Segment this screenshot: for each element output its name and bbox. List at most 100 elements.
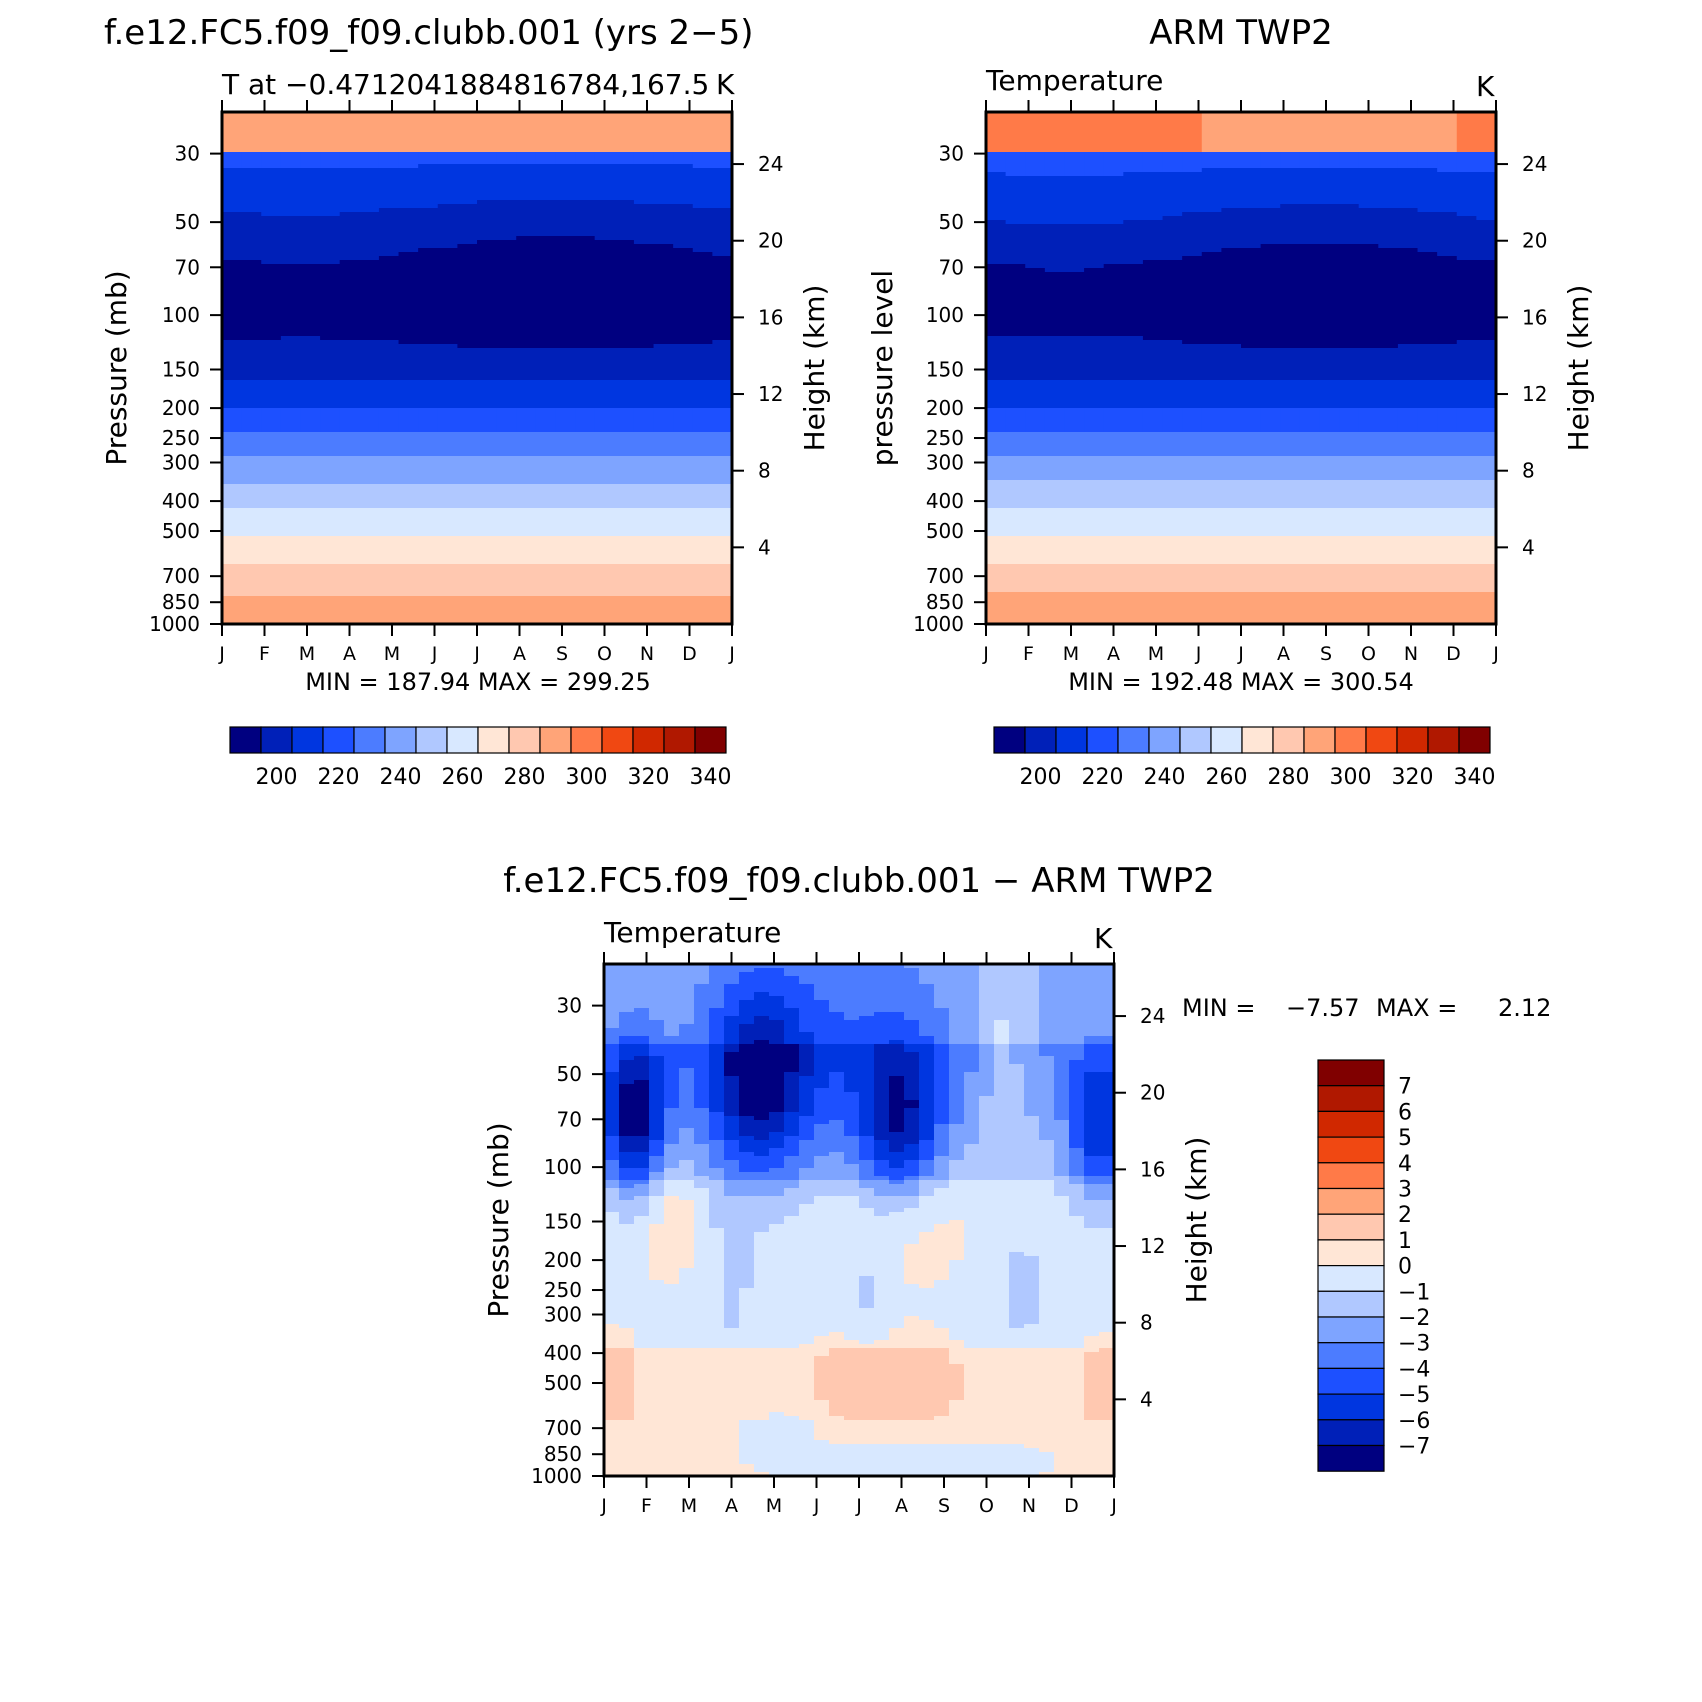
field-cell [437,168,458,173]
field-cell [633,392,655,397]
field-cell [496,360,517,365]
field-cell [712,504,732,509]
field-cell [1221,248,1242,253]
field-cell [300,544,321,549]
field-cell [633,416,655,421]
field-cell [320,232,341,237]
field-cell [359,540,380,545]
field-cell [359,296,380,301]
field-cell [359,480,380,485]
field-cell [457,172,478,177]
field-cell [1142,204,1164,209]
field-cell [241,620,262,624]
field-cell [261,572,282,577]
field-cell [241,180,262,185]
field-cell [1221,348,1242,353]
field-cell [1123,256,1144,261]
field-cell [280,248,302,253]
field-cell [398,360,419,365]
field-cell [614,244,635,249]
field-cell [496,160,517,165]
field-cell [222,320,243,325]
field-cell [1064,184,1085,189]
field-cell [1378,236,1399,241]
field-cell [516,492,537,497]
field-cell [614,424,635,429]
field-cell [378,288,400,293]
field-cell [378,580,400,585]
field-cell [261,408,282,413]
field-cell [300,384,321,389]
field-cell [633,580,655,585]
field-cell [1260,152,1281,157]
field-cell [653,560,674,565]
field-cell [477,296,498,301]
field-cell [320,112,341,117]
field-cell [594,248,615,253]
field-cell [673,292,694,297]
y2-tick-label: 12 [758,382,783,406]
field-cell [1221,312,1242,317]
field-cell [1103,212,1124,217]
field-cell [1005,116,1026,121]
field-cell [614,472,635,477]
field-cell [1476,180,1496,185]
field-cell [712,300,732,305]
field-cell [300,132,321,137]
field-cell [437,284,458,289]
field-cell [673,220,694,225]
field-cell [320,476,341,481]
field-cell [477,388,498,393]
field-cell [457,208,478,213]
field-cell [653,140,674,145]
field-cell [1280,276,1301,281]
field-cell [418,292,439,297]
field-cell [614,260,635,265]
field-cell [1142,332,1164,337]
field-cell [712,240,732,245]
field-cell [437,288,458,293]
field-cell [1339,324,1360,329]
field-cell [1397,316,1419,321]
field-cell [1142,264,1164,269]
field-cell [418,596,439,601]
field-cell [594,192,615,197]
field-cell [1417,132,1438,137]
field-cell [300,420,321,425]
field-cell [222,520,243,525]
field-cell [1142,208,1164,213]
field-cell [300,264,321,269]
field-cell [1280,308,1301,313]
field-cell [339,556,360,561]
field-cell [1241,140,1262,145]
field-cell [496,592,517,597]
field-cell [673,512,694,517]
field-cell [673,520,694,525]
field-cell [261,532,282,537]
field-cell [222,256,243,261]
field-cell [692,292,713,297]
field-cell [535,596,557,601]
field-cell [614,364,635,369]
field-cell [320,496,341,501]
field-cell [359,252,380,257]
field-cell [1142,336,1164,341]
field-cell [1103,208,1124,213]
colorbar-swatch [415,726,448,754]
field-cell [437,128,458,133]
field-cell [1005,304,1026,309]
field-cell [1221,112,1242,117]
field-cell [653,608,674,613]
field-cell [535,172,557,177]
field-cell [535,564,557,569]
field-cell [1103,232,1124,237]
field-cell [594,184,615,189]
field-cell [633,224,655,229]
field-cell [418,444,439,449]
field-cell [1221,208,1242,213]
field-cell [986,112,1007,117]
field-cell [1044,316,1066,321]
field-cell [1260,180,1281,185]
field-cell [614,560,635,565]
field-cell [1299,240,1321,245]
